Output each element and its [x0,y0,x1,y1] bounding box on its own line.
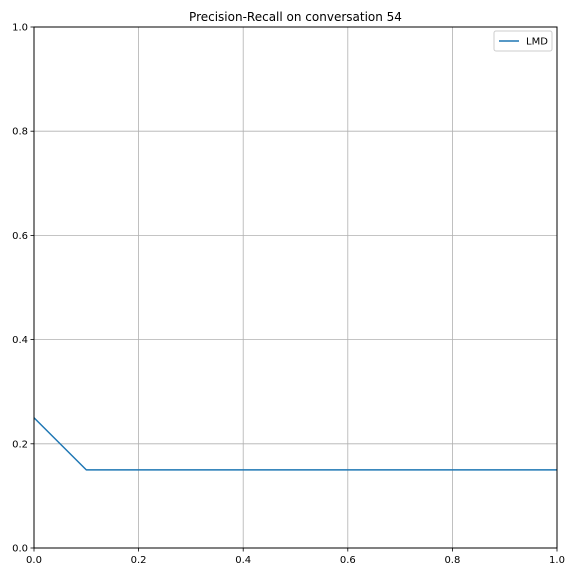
y-tick-label: 1.0 [12,23,28,34]
x-tick-label: 0.0 [26,555,42,566]
y-tick-label: 0.2 [12,439,28,450]
x-tick-label: 0.4 [235,555,251,566]
legend: LMD [493,30,553,52]
legend-label: LMD [526,37,548,48]
legend-box [493,30,553,52]
x-tick-label: 0.2 [131,555,147,566]
series-layer [33,417,557,471]
y-tick-label: 0.8 [12,127,28,138]
chart-title: Precision-Recall on conversation 54 [189,10,402,24]
plot-area-frame [33,26,558,549]
series-line-lmd [33,417,557,471]
axis-ticks: 0.0 0.2 0.4 0.6 0.8 1.0 0.0 0.2 0.4 0.6 0.8 1.0 [12,23,565,567]
y-tick-label: 0.6 [12,231,28,242]
y-tick-label: 0.0 [12,544,28,555]
x-tick-label: 0.6 [340,555,356,566]
x-tick-label: 1.0 [549,555,565,566]
x-tick-label: 0.8 [444,555,460,566]
y-tick-label: 0.4 [12,335,28,346]
